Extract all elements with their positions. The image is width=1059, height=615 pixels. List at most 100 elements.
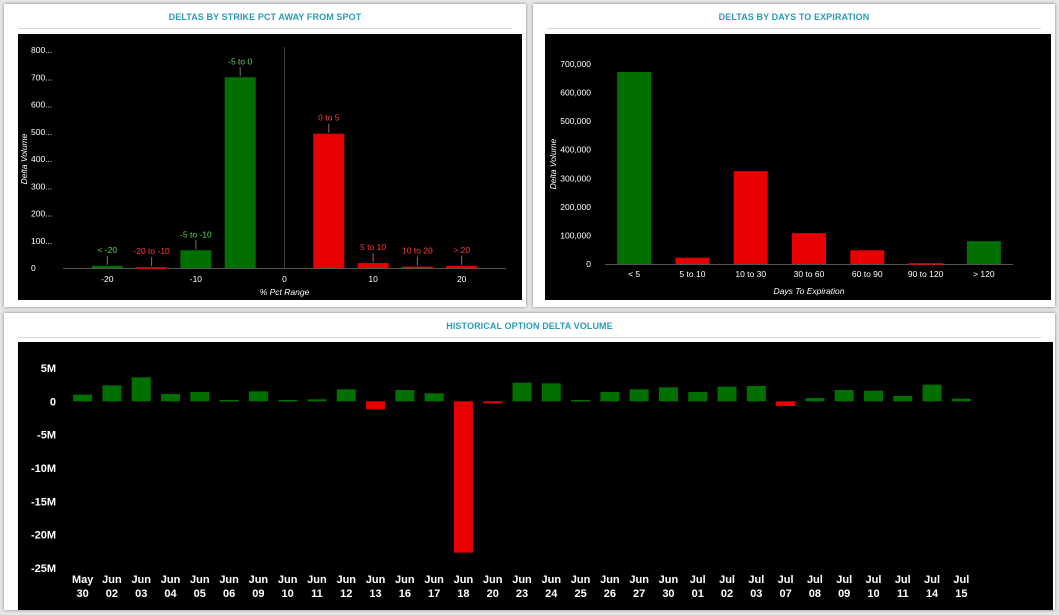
x-tick-month: Jun (190, 574, 210, 586)
bar (746, 386, 766, 402)
x-tick-month: Jun (512, 574, 532, 586)
x-tick-day: 07 (779, 588, 791, 600)
x-tick-day: 24 (545, 588, 558, 600)
strike-chart-area: 0 100... 200... 300... 400... 500... 600... 700… (18, 34, 522, 300)
bar-label: 0 to 5 (318, 113, 340, 123)
x-tick-month: Jul (953, 574, 969, 586)
x-tick-day: 30 (77, 588, 89, 600)
x-tick-label: 90 to 120 (908, 269, 944, 279)
bar (805, 398, 825, 402)
x-tick-month: Jun (278, 574, 298, 586)
x-tick-month: Jul (895, 574, 911, 586)
bar (180, 250, 212, 268)
bar (908, 263, 943, 265)
x-tick-day: 30 (662, 588, 674, 600)
bar (424, 393, 444, 402)
y-tick-label: 100... (31, 236, 52, 246)
y-tick-label: -15M (31, 496, 56, 508)
y-tick-label: 300,000 (560, 173, 591, 183)
bar (966, 241, 1001, 264)
y-tick-label: 500... (31, 127, 52, 137)
bar (733, 171, 768, 264)
bar (600, 392, 620, 402)
x-tick-day: 06 (223, 588, 235, 600)
x-tick-month: Jul (719, 574, 735, 586)
x-tick-day: 15 (955, 588, 967, 600)
bar (136, 267, 168, 269)
bar (951, 398, 971, 402)
x-tick-day: 03 (750, 588, 762, 600)
bar (675, 257, 710, 264)
x-tick-day: 10 (282, 588, 294, 600)
x-tick-month: Jul (807, 574, 823, 586)
x-tick-day: 23 (516, 588, 528, 600)
x-axis-title: % Pct Range (260, 287, 310, 297)
bar (512, 382, 532, 402)
x-tick-day: 25 (574, 588, 586, 600)
y-tick-label: 500,000 (560, 116, 591, 126)
bar (366, 401, 386, 410)
bar (102, 385, 122, 402)
dte-chart: 0 100,000 200,000 300,000 400,000 500,000 600,… (548, 59, 1013, 296)
y-tick-label: 600... (31, 100, 52, 110)
x-tick-day: 10 (867, 588, 879, 600)
x-tick-month: Jun (307, 574, 327, 586)
bar (307, 399, 327, 402)
x-tick-month: Jul (866, 574, 882, 586)
bar (313, 133, 345, 268)
bar (161, 394, 181, 402)
bar-label: > 20 (453, 245, 470, 255)
bar (658, 387, 678, 402)
x-tick-day: 20 (487, 588, 499, 600)
hist-panel-title: HISTORICAL OPTION DELTA VOLUME (18, 313, 1041, 338)
x-tick-day: 11 (311, 588, 323, 600)
bar (541, 383, 561, 402)
strike-panel: DELTAS BY STRIKE PCT AWAY FROM SPOT 0 100… (4, 4, 526, 307)
x-tick-month: Jul (836, 574, 852, 586)
bar (571, 400, 591, 402)
y-tick-label: 200... (31, 209, 52, 219)
x-tick-month: Jun (600, 574, 620, 586)
x-tick-month: Jun (336, 574, 356, 586)
hist-panel: HISTORICAL OPTION DELTA VOLUME 5M 0 -5M -10… (4, 313, 1055, 610)
y-tick-label: 5M (41, 363, 56, 375)
x-tick-month: Jul (690, 574, 706, 586)
y-tick-label: 400,000 (560, 145, 591, 155)
x-tick-day: 01 (692, 588, 704, 600)
bar (453, 401, 473, 553)
x-tick-month: May (72, 574, 94, 586)
x-tick-month: Jun (454, 574, 474, 586)
x-tick-day: 04 (164, 588, 177, 600)
x-tick-month: Jul (778, 574, 794, 586)
hist-chart-area: 5M 0 -5M -10M -15M -20M -25M May 30 Jun 02 Jun 03 Jun… (18, 342, 1053, 610)
bar-label: -20 to -10 (133, 246, 170, 256)
x-tick-day: 17 (428, 588, 440, 600)
dte-panel: DELTAS BY DAYS TO EXPIRATION 0 100,000 200… (533, 4, 1055, 307)
x-tick-day: 09 (838, 588, 850, 600)
y-tick-label: 100,000 (560, 230, 591, 240)
y-tick-label: 0 (586, 259, 591, 269)
y-tick-label: -25M (31, 563, 56, 575)
x-tick-label: 10 (368, 274, 378, 284)
y-tick-label: -10M (31, 463, 56, 475)
bar (617, 72, 652, 264)
x-tick-month: Jun (131, 574, 151, 586)
bar (401, 266, 433, 269)
strike-chart: 0 100... 200... 300... 400... 500... 600... 700… (19, 45, 506, 297)
bar (357, 263, 389, 268)
bar (73, 394, 93, 402)
bar (248, 391, 268, 402)
bar (395, 390, 415, 402)
y-tick-label: 700... (31, 72, 52, 82)
x-tick-day: 13 (369, 588, 381, 600)
x-tick-label: 5 to 10 (679, 269, 705, 279)
x-tick-month: Jun (395, 574, 415, 586)
x-tick-label: -10 (190, 274, 203, 284)
y-tick-label: 0 (50, 396, 56, 408)
bar (863, 390, 883, 402)
bar (131, 377, 151, 402)
x-tick-day: 03 (135, 588, 147, 600)
bar-label: 5 to 10 (360, 242, 386, 252)
y-tick-label: 700,000 (560, 59, 591, 69)
strike-panel-title: DELTAS BY STRIKE PCT AWAY FROM SPOT (18, 4, 512, 29)
